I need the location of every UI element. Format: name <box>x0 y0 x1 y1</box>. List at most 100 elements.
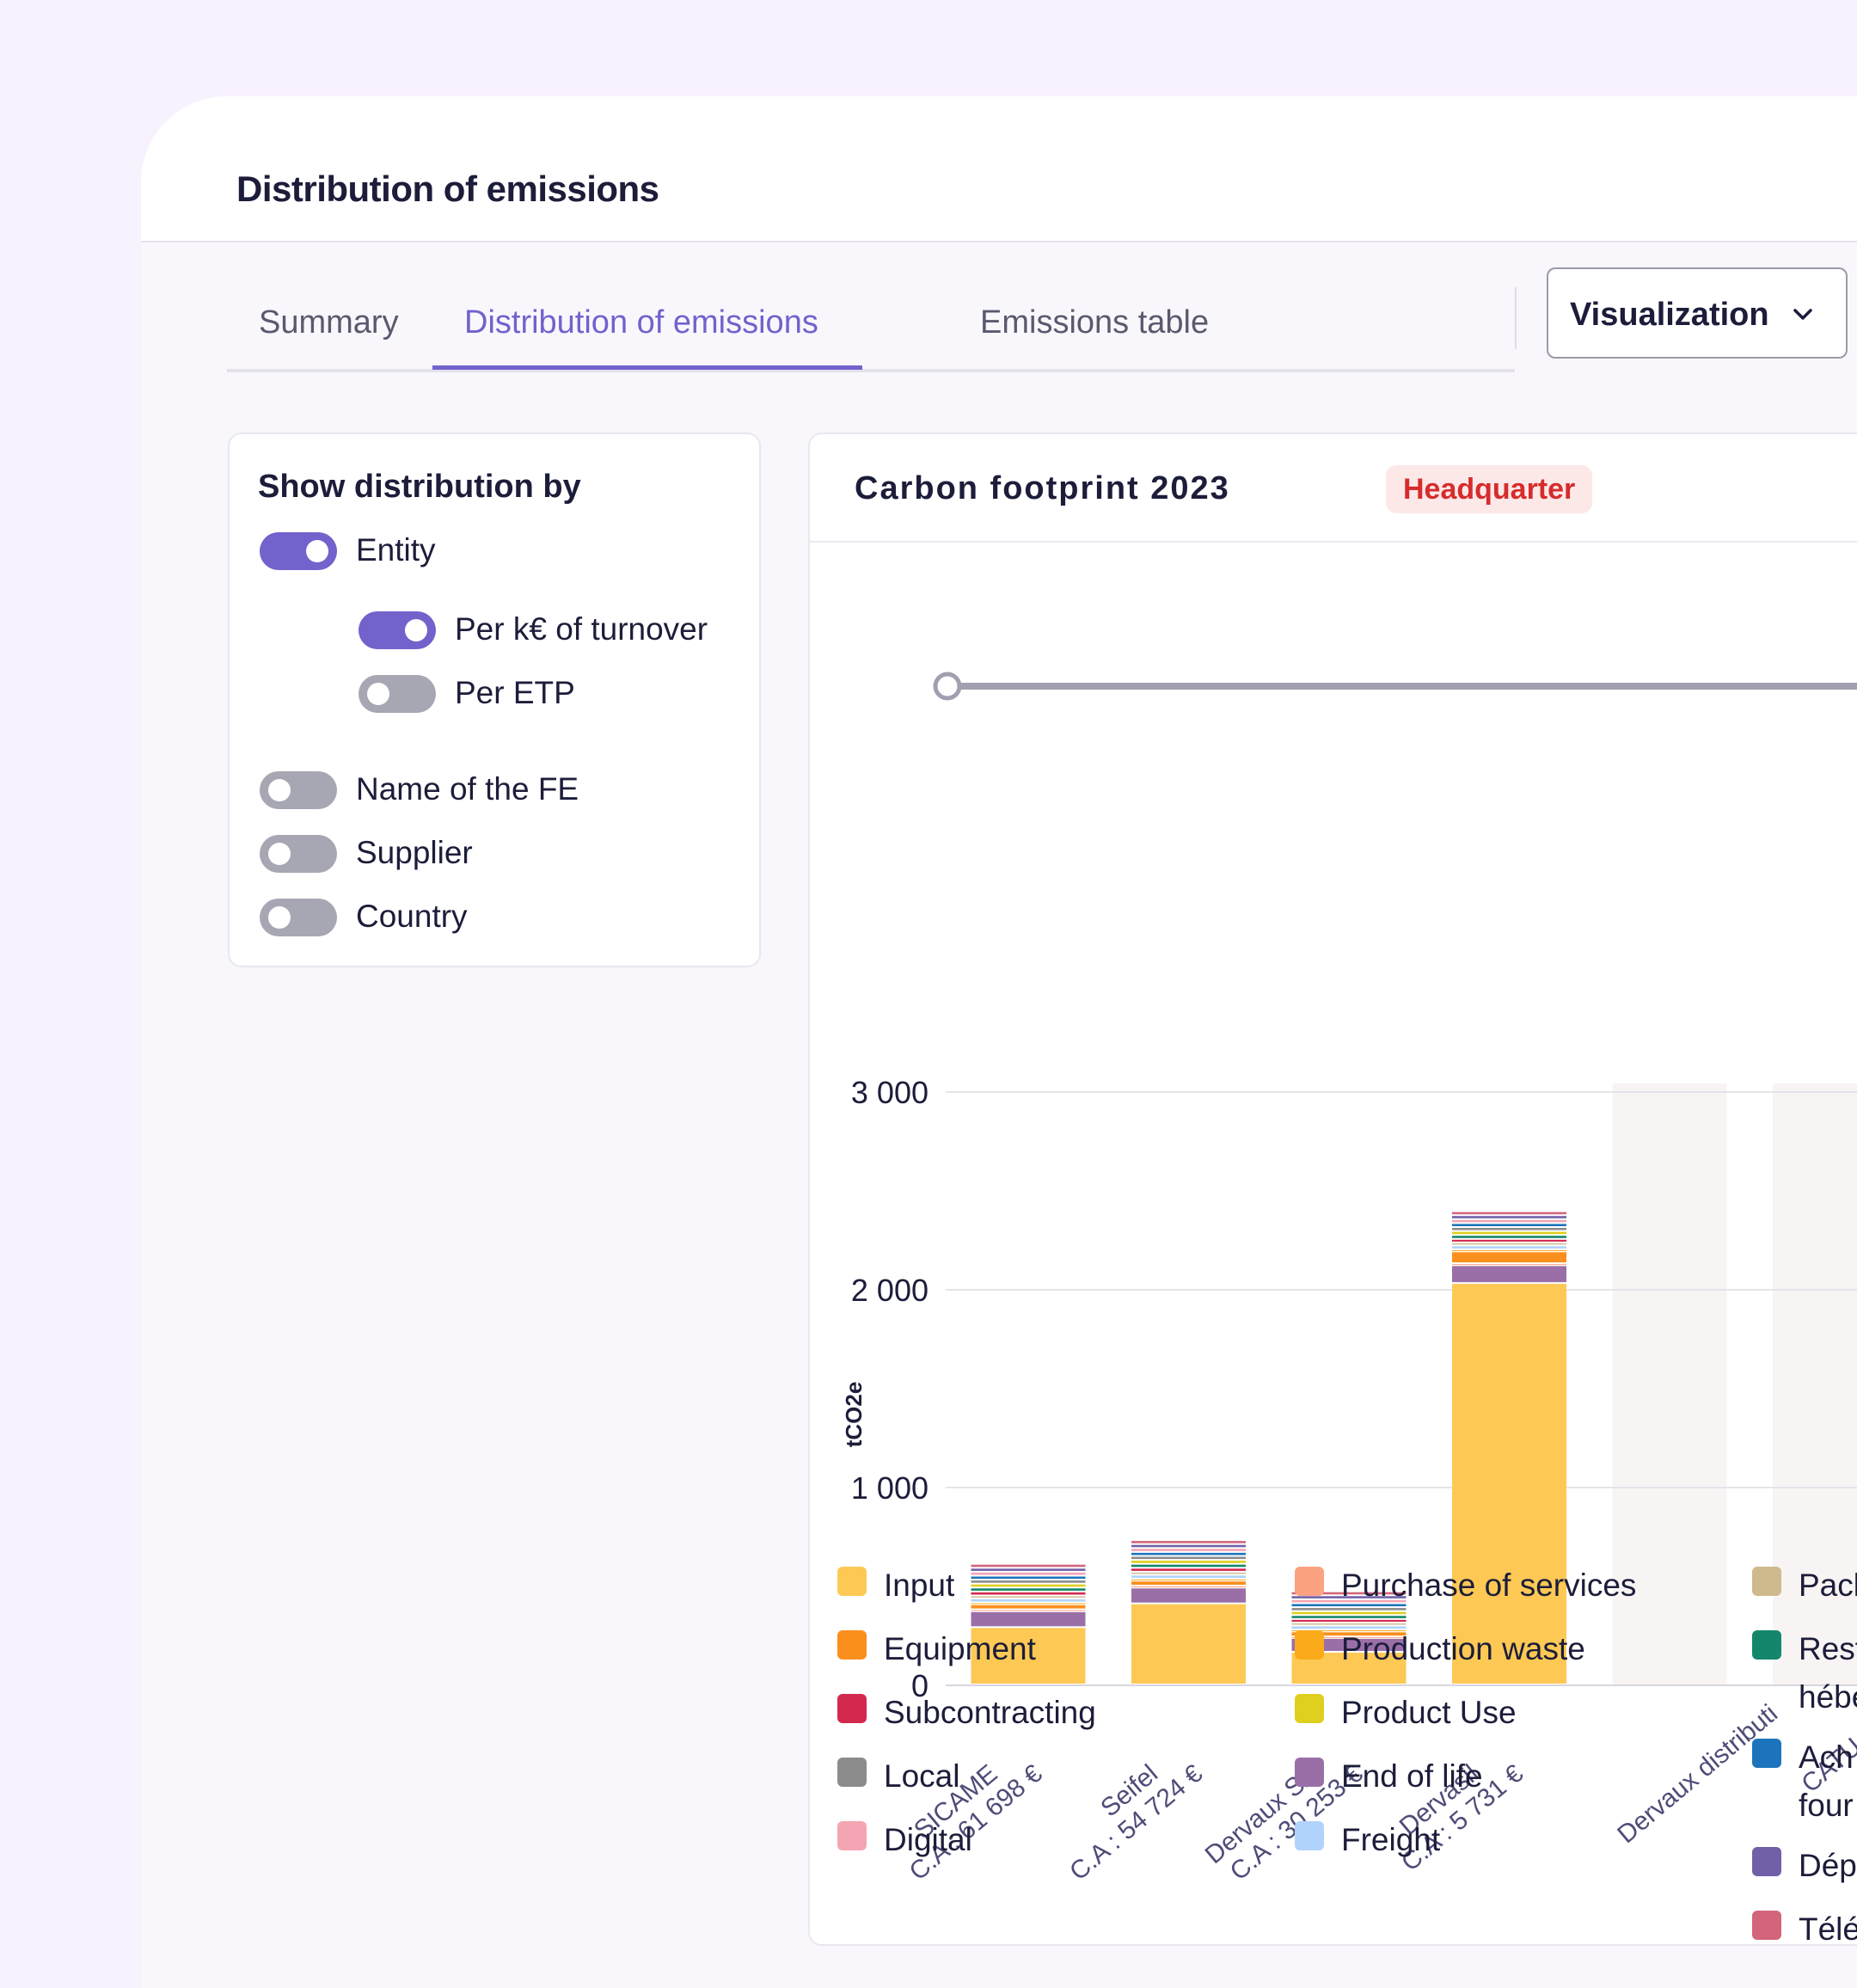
legend-swatch <box>1295 1821 1324 1850</box>
bar-segment-local <box>1291 1608 1407 1611</box>
legend-label: Télé <box>1799 1911 1857 1947</box>
toggle-knob <box>405 619 427 641</box>
chevron-down-icon <box>1793 309 1812 320</box>
bar-segment-product-use <box>1291 1611 1407 1615</box>
bar-segment-purchase-of-services <box>1452 1264 1566 1266</box>
bar-segment-end-of-life <box>1131 1588 1246 1603</box>
visualization-dropdown[interactable]: Visualization <box>1547 267 1848 359</box>
toggle-switch[interactable] <box>260 771 337 809</box>
legend-swatch <box>837 1821 867 1850</box>
legend-label: Product Use <box>1341 1695 1517 1730</box>
bar-segment-product-use <box>971 1584 1086 1587</box>
bar-segment-freight <box>1131 1575 1246 1578</box>
bar-segment-d-placements <box>1291 1596 1407 1598</box>
bar-segment-equipment <box>1131 1581 1246 1585</box>
x-tick-label: Dervaux distributi <box>1612 1699 1783 1849</box>
legend-swatch <box>1752 1630 1781 1660</box>
legend-label: Equipment <box>884 1631 1036 1666</box>
tab-bar: Summary Distribution of emissions Emissi… <box>227 260 1515 372</box>
page-header: Distribution of emissions <box>141 96 1857 242</box>
bar-segment-packaging <box>971 1596 1086 1598</box>
main-card: Distribution of emissions Summary Distri… <box>141 96 1857 1988</box>
legend-swatch <box>1295 1694 1324 1723</box>
legend-swatch <box>837 1694 867 1723</box>
bar-segment-t-l-travail <box>971 1564 1086 1568</box>
bar-segment-digital <box>1131 1549 1246 1551</box>
chart-header: Carbon footprint 2023 Headquarter <box>810 434 1857 543</box>
legend-label: Purchase of services <box>1341 1568 1637 1603</box>
toggle-switch[interactable] <box>260 835 337 873</box>
page-title: Distribution of emissions <box>236 169 659 209</box>
bar-segment-input <box>971 1628 1086 1684</box>
active-tab-indicator <box>432 365 862 370</box>
toggle-knob <box>268 779 291 801</box>
legend-label: Production waste <box>1341 1631 1585 1666</box>
bar-segment-d-placements <box>1131 1544 1246 1548</box>
toggle-label: Entity <box>356 532 436 568</box>
chart-panel: Carbon footprint 2023 Headquarter 0 1 000… <box>808 433 1857 1947</box>
bar-segment-packaging <box>1291 1623 1407 1625</box>
bar-segment-restauration-et-h-bergement <box>971 1588 1086 1591</box>
legend-label: Digital <box>884 1822 972 1857</box>
legend-label: Ach four <box>1799 1740 1854 1823</box>
legend-swatch <box>837 1630 867 1660</box>
distribution-options-panel: Show distribution by Entity Per k€ of tur… <box>228 433 761 967</box>
legend-label: Dép <box>1799 1848 1857 1883</box>
legend-label: Pacl <box>1799 1568 1857 1603</box>
bar-segment-production-waste <box>1291 1630 1407 1632</box>
legend-swatch <box>1295 1630 1324 1660</box>
toggle-switch[interactable] <box>260 899 337 936</box>
bar-segment-digital <box>1452 1219 1566 1223</box>
bar-segment-restauration-et-h-bergement <box>1452 1236 1566 1238</box>
bar-segment-purchase-of-services <box>1131 1586 1246 1587</box>
toggle-label: Per k€ of turnover <box>455 611 708 647</box>
bar-segment-digital <box>1291 1599 1407 1603</box>
tab-distribution[interactable]: Distribution of emissions <box>464 304 818 341</box>
bar-segment-packaging <box>1131 1572 1246 1574</box>
toggle-knob <box>306 540 328 562</box>
legend-swatch <box>1752 1739 1781 1768</box>
toggle-label: Per ETP <box>455 675 575 710</box>
chart-title: Carbon footprint 2023 <box>855 470 1230 506</box>
legend-swatch <box>837 1567 867 1596</box>
bar-segment-t-l-travail <box>1131 1541 1246 1543</box>
bar-segment-production-waste <box>971 1603 1086 1605</box>
bar-segment-local <box>971 1580 1086 1583</box>
legend-label: End of life <box>1341 1758 1483 1794</box>
legend-swatch <box>1752 1847 1781 1876</box>
bar-segment-purchase-of-services <box>1291 1637 1407 1639</box>
bar-segment-subcontracting <box>971 1592 1086 1595</box>
bar-segment-d-placements <box>1452 1216 1566 1218</box>
toggle-switch[interactable] <box>359 611 436 649</box>
empty-bar-band <box>1612 1083 1727 1685</box>
bar-segment-digital <box>971 1572 1086 1575</box>
bar-segment-input <box>1452 1284 1566 1684</box>
legend-swatch <box>1295 1567 1324 1596</box>
bar-segment-freight <box>971 1598 1086 1602</box>
range-slider-handle[interactable] <box>933 672 962 701</box>
y-tick-label: 2 000 <box>851 1273 929 1308</box>
legend-label: Local <box>884 1758 960 1794</box>
legend-label: Subcontracting <box>884 1695 1096 1730</box>
tabs-divider <box>1515 287 1517 349</box>
bar-segment-t-l-travail <box>1452 1212 1566 1215</box>
legend-swatch <box>1295 1758 1324 1787</box>
bar-segment-local <box>1131 1556 1246 1560</box>
bar-segment-production-waste <box>1452 1250 1566 1251</box>
legend-label: Input <box>884 1568 955 1603</box>
bar-segment-product-use <box>1131 1561 1246 1563</box>
toggle-switch[interactable] <box>260 532 337 570</box>
legend-label: Rest hébe <box>1799 1631 1857 1715</box>
bar-segment-product-use <box>1452 1231 1566 1235</box>
toggle-switch[interactable] <box>359 675 436 713</box>
empty-bar-band <box>1773 1083 1857 1685</box>
bar-segment-subcontracting <box>1131 1568 1246 1571</box>
bar-segment-subcontracting <box>1291 1619 1407 1623</box>
bar-segment-achats-fournisseurs <box>1452 1224 1566 1227</box>
tab-summary[interactable]: Summary <box>259 304 399 341</box>
bar-segment-d-placements <box>971 1568 1086 1571</box>
toggle-label: Supplier <box>356 835 473 870</box>
legend-swatch <box>837 1758 867 1787</box>
tab-emissions-table[interactable]: Emissions table <box>980 304 1210 341</box>
legend-swatch <box>1752 1911 1781 1940</box>
